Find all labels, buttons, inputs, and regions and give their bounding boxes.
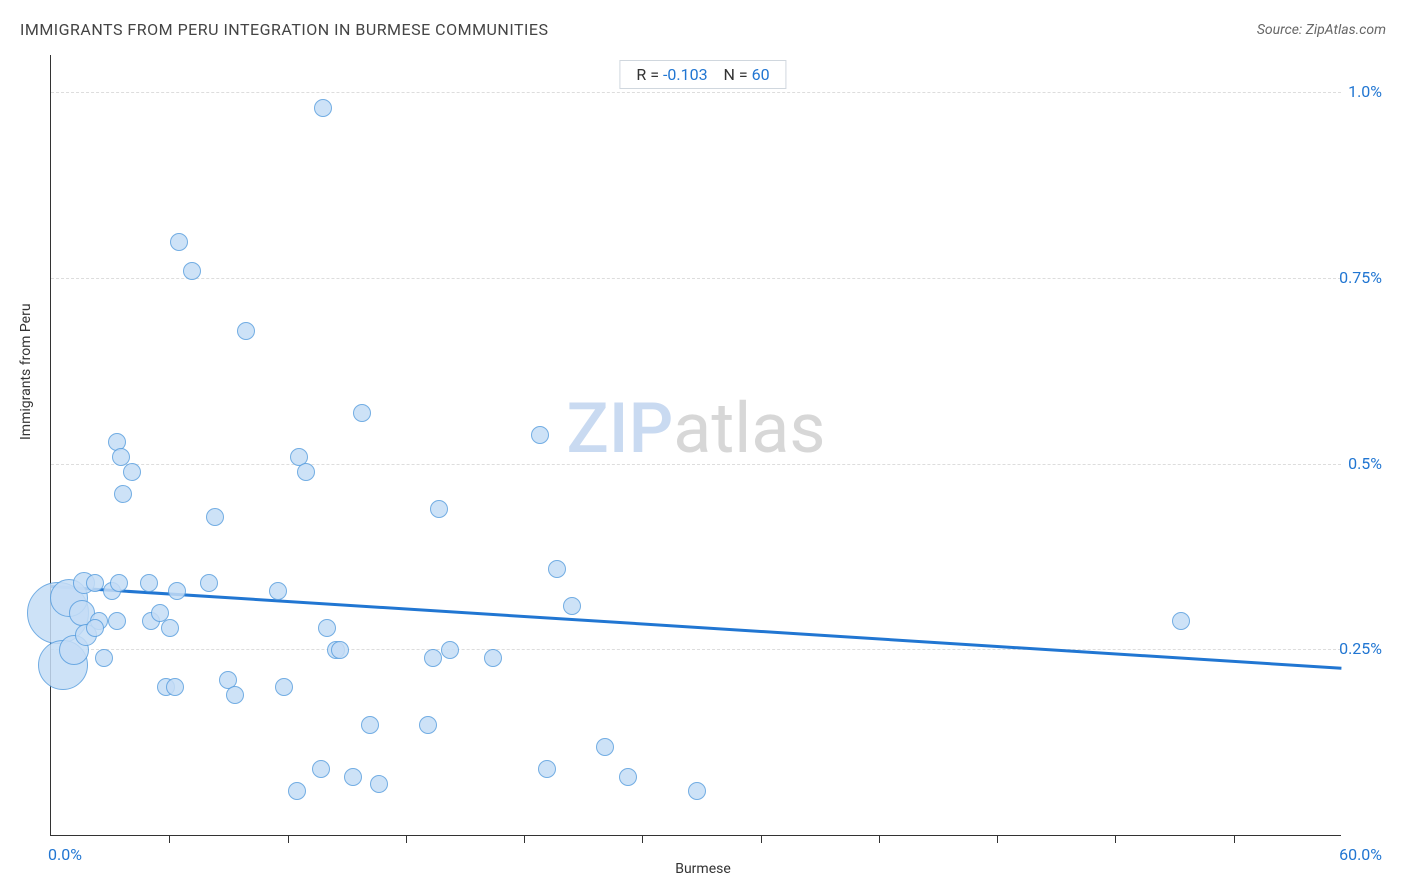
- x-tick: [997, 835, 998, 843]
- data-point[interactable]: [288, 782, 306, 800]
- data-point[interactable]: [86, 619, 104, 637]
- data-point[interactable]: [424, 649, 442, 667]
- data-point[interactable]: [318, 619, 336, 637]
- data-point[interactable]: [531, 426, 549, 444]
- data-point[interactable]: [430, 500, 448, 518]
- y-tick-label: 0.25%: [1339, 639, 1382, 658]
- gridline-h: [51, 278, 1341, 279]
- data-point[interactable]: [275, 678, 293, 696]
- watermark-atlas: atlas: [673, 388, 825, 470]
- data-point[interactable]: [314, 99, 332, 117]
- x-tick: [288, 835, 289, 843]
- data-point[interactable]: [1172, 612, 1190, 630]
- data-point[interactable]: [484, 649, 502, 667]
- data-point[interactable]: [619, 768, 637, 786]
- data-point[interactable]: [297, 463, 315, 481]
- watermark-zip: ZIP: [567, 388, 674, 470]
- y-axis-label: Immigrants from Peru: [18, 303, 34, 440]
- x-tick: [1234, 835, 1235, 843]
- data-point[interactable]: [95, 649, 113, 667]
- watermark: ZIPatlas: [567, 388, 826, 470]
- data-point[interactable]: [331, 641, 349, 659]
- data-point[interactable]: [140, 574, 158, 592]
- data-point[interactable]: [170, 233, 188, 251]
- plot-area: ZIPatlas: [50, 55, 1341, 836]
- x-tick: [761, 835, 762, 843]
- data-point[interactable]: [226, 686, 244, 704]
- data-point[interactable]: [269, 582, 287, 600]
- data-point[interactable]: [123, 463, 141, 481]
- data-point[interactable]: [166, 678, 184, 696]
- data-point[interactable]: [344, 768, 362, 786]
- x-min-label: 0.0%: [48, 845, 82, 864]
- y-tick-label: 1.0%: [1348, 82, 1382, 101]
- x-axis-label: Burmese: [675, 861, 731, 877]
- y-tick-label: 0.5%: [1348, 454, 1382, 473]
- x-tick: [879, 835, 880, 843]
- data-point[interactable]: [361, 716, 379, 734]
- x-max-label: 60.0%: [1339, 845, 1382, 864]
- x-tick: [406, 835, 407, 843]
- data-point[interactable]: [419, 716, 437, 734]
- data-point[interactable]: [237, 322, 255, 340]
- gridline-h: [51, 464, 1341, 465]
- trend-line: [51, 585, 1341, 670]
- data-point[interactable]: [548, 560, 566, 578]
- data-point[interactable]: [563, 597, 581, 615]
- x-tick: [169, 835, 170, 843]
- source-attribution: Source: ZipAtlas.com: [1257, 22, 1386, 38]
- data-point[interactable]: [353, 404, 371, 422]
- data-point[interactable]: [688, 782, 706, 800]
- data-point[interactable]: [206, 508, 224, 526]
- data-point[interactable]: [312, 760, 330, 778]
- data-point[interactable]: [114, 485, 132, 503]
- data-point[interactable]: [370, 775, 388, 793]
- x-tick: [524, 835, 525, 843]
- data-point[interactable]: [538, 760, 556, 778]
- chart-title: IMMIGRANTS FROM PERU INTEGRATION IN BURM…: [20, 20, 548, 39]
- data-point[interactable]: [200, 574, 218, 592]
- data-point[interactable]: [441, 641, 459, 659]
- y-tick-label: 0.75%: [1339, 268, 1382, 287]
- data-point[interactable]: [110, 574, 128, 592]
- gridline-h: [51, 92, 1341, 93]
- data-point[interactable]: [596, 738, 614, 756]
- chart-container: IMMIGRANTS FROM PERU INTEGRATION IN BURM…: [0, 0, 1406, 892]
- data-point[interactable]: [108, 612, 126, 630]
- gridline-h: [51, 649, 1341, 650]
- x-tick: [1115, 835, 1116, 843]
- data-point[interactable]: [168, 582, 186, 600]
- data-point[interactable]: [161, 619, 179, 637]
- x-tick: [642, 835, 643, 843]
